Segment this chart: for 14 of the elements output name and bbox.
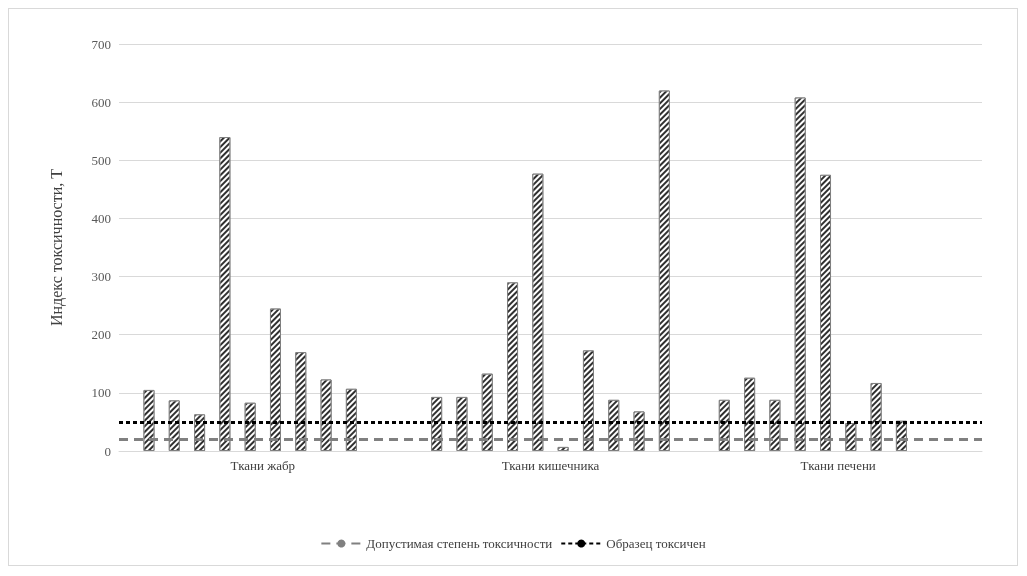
x-tick-label: Ткани кишечника xyxy=(501,458,600,473)
y-tick-label: 600 xyxy=(91,94,111,110)
y-axis-title: Индекс токсичности, T xyxy=(47,168,66,327)
y-tick-label: 400 xyxy=(91,210,111,226)
legend-label: Образец токсичен xyxy=(606,536,706,551)
y-tick-label: 0 xyxy=(104,443,111,459)
y-tick-label: 700 xyxy=(91,36,111,52)
x-tick-label: Ткани печени xyxy=(800,458,876,473)
y-tick-label: 300 xyxy=(91,269,111,285)
x-tick-label: Ткани жабр xyxy=(230,458,296,473)
y-tick-label: 200 xyxy=(91,327,111,343)
legend-label: Допустимая степень токсичности xyxy=(366,536,553,551)
y-tick-label: 500 xyxy=(91,152,111,168)
y-tick-label: 100 xyxy=(91,385,111,401)
